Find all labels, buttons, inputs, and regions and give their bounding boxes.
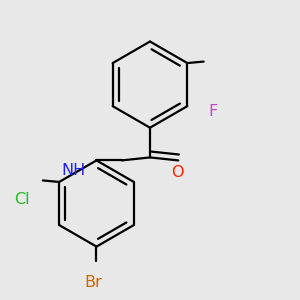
Text: Cl: Cl: [14, 191, 30, 206]
Text: NH: NH: [62, 163, 86, 178]
Text: Br: Br: [85, 275, 102, 290]
Text: F: F: [208, 104, 217, 119]
Text: O: O: [171, 165, 183, 180]
